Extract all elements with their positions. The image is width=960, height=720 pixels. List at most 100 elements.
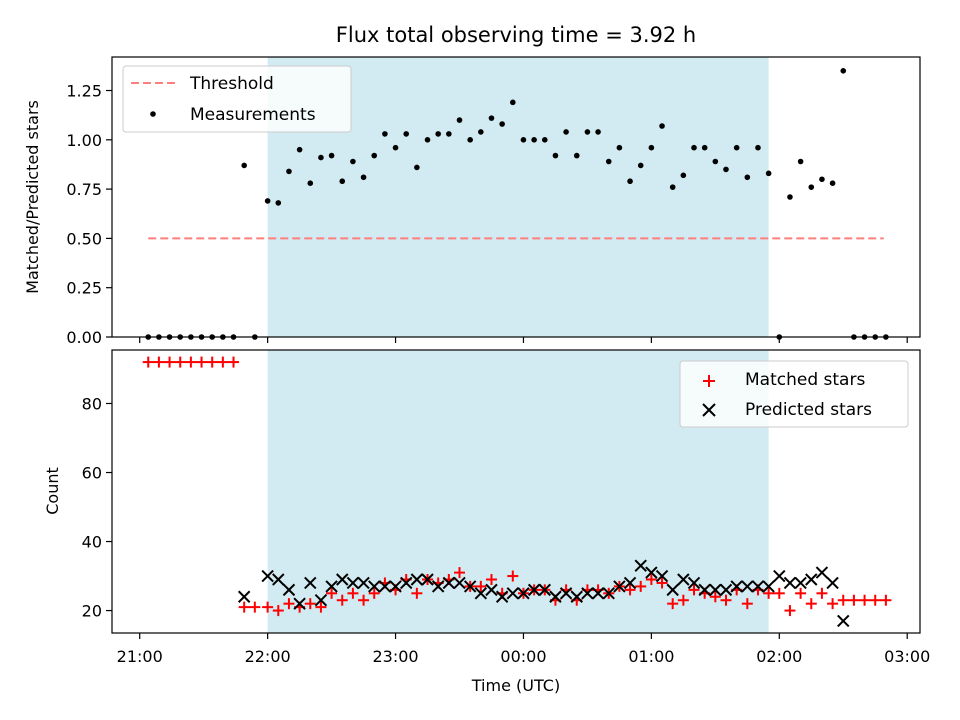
matched-point xyxy=(454,567,466,579)
measurement-point xyxy=(563,129,569,135)
predicted-point xyxy=(304,576,317,590)
matched-point xyxy=(142,356,154,368)
predicted-point xyxy=(570,590,583,603)
measurement-point xyxy=(829,180,836,186)
matched-point xyxy=(688,584,700,596)
matched-point xyxy=(656,577,668,589)
predicted-point xyxy=(399,576,413,590)
measurement-point xyxy=(669,184,676,190)
predicted-point xyxy=(538,583,551,597)
measurement-point xyxy=(478,129,484,135)
ratio-panel: 0.00 0.25 0.50 0.75 1.00 1.25 Matched/Predict… xyxy=(23,56,921,347)
predicted-point xyxy=(410,573,424,586)
measurement-point xyxy=(733,144,740,151)
matched-point xyxy=(859,594,871,606)
measurement-point xyxy=(605,158,612,165)
count-panel: 20 40 60 80 21:00 22:00 23:00 00:00 01:00 02:00 0… xyxy=(43,349,930,695)
threshold-legend-label: Threshold xyxy=(189,74,274,94)
measurement-point xyxy=(616,144,623,151)
matched-point xyxy=(720,594,732,606)
matched-point xyxy=(326,587,338,599)
measurement-point xyxy=(403,131,410,137)
measurements-legend-label: Measurements xyxy=(190,105,316,125)
predicted-point xyxy=(421,573,434,586)
count-y-tick-label: 80 xyxy=(82,394,102,413)
measurement-point xyxy=(371,152,378,159)
measurement-point xyxy=(648,144,655,151)
predicted-point xyxy=(794,576,807,590)
predicted-point xyxy=(495,590,509,603)
matched-point xyxy=(475,580,487,592)
matched-point xyxy=(795,587,807,599)
measurement-point xyxy=(541,137,548,143)
measurement-point xyxy=(339,178,346,185)
predicted-point xyxy=(602,587,615,600)
predicted-point xyxy=(773,569,786,583)
measurement-point xyxy=(765,170,772,177)
predicted-legend-swatch xyxy=(702,403,716,417)
measurement-point xyxy=(520,137,527,143)
measurement-point xyxy=(499,121,505,127)
matched-point xyxy=(315,601,327,613)
matched-point xyxy=(217,356,229,368)
predicted-point xyxy=(527,583,541,597)
matched-point xyxy=(709,591,721,603)
measurement-point xyxy=(510,99,516,106)
matched-point xyxy=(206,356,218,368)
matched-point xyxy=(784,605,796,617)
predicted-point xyxy=(431,580,445,593)
predicted-point xyxy=(741,580,754,593)
x-tick-label: 02:00 xyxy=(756,647,802,666)
measurement-point xyxy=(424,137,431,143)
matched-point xyxy=(304,598,316,610)
matched-point xyxy=(358,594,370,606)
ratio-y-tick-label: 0.50 xyxy=(66,229,102,248)
predicted-point xyxy=(463,580,477,593)
matched-point xyxy=(635,580,647,592)
predicted-point xyxy=(709,583,722,597)
predicted-point xyxy=(282,583,296,597)
measurement-point xyxy=(414,164,420,171)
predicted-legend-label: Predicted stars xyxy=(745,400,872,420)
measurement-point xyxy=(840,68,847,74)
predicted-point xyxy=(581,587,594,600)
predicted-point xyxy=(506,587,520,600)
x-tick-label: 01:00 xyxy=(628,647,674,666)
matched-point xyxy=(485,574,497,586)
predicted-point xyxy=(293,597,306,610)
matched-point xyxy=(153,356,165,368)
matched-legend-swatch xyxy=(703,375,715,387)
matched-point xyxy=(347,587,359,599)
predicted-point xyxy=(730,580,743,593)
measurement-point xyxy=(627,178,633,185)
matched-point xyxy=(507,570,519,582)
predicted-point xyxy=(655,569,669,583)
measurement-point xyxy=(286,168,292,175)
predicted-point xyxy=(719,583,733,597)
measurement-point xyxy=(637,162,644,169)
x-tick-label: 22:00 xyxy=(245,647,291,666)
predicted-point xyxy=(549,590,562,603)
predicted-point xyxy=(634,559,647,572)
count-legend: Matched stars Predicted stars xyxy=(679,360,909,428)
predicted-point xyxy=(559,587,573,600)
measurement-point xyxy=(691,144,697,151)
predicted-point xyxy=(368,580,381,593)
predicted-point xyxy=(645,566,658,579)
measurement-point xyxy=(264,198,271,204)
predicted-point xyxy=(698,583,711,597)
measurement-point xyxy=(318,154,324,161)
matched-point xyxy=(880,594,892,606)
measurement-point xyxy=(392,144,399,151)
measurement-point xyxy=(241,162,247,169)
measurement-point xyxy=(488,115,495,121)
ratio-y-tick-label: 1.00 xyxy=(66,131,102,150)
count-y-axis-label: Count xyxy=(43,467,62,515)
measurement-point xyxy=(360,174,367,181)
predicted-point xyxy=(237,590,251,603)
matched-point xyxy=(185,356,197,368)
matched-point xyxy=(238,601,250,613)
matched-point xyxy=(336,594,348,606)
predicted-point xyxy=(762,580,775,593)
ratio-y-tick-label: 0.25 xyxy=(66,279,102,298)
